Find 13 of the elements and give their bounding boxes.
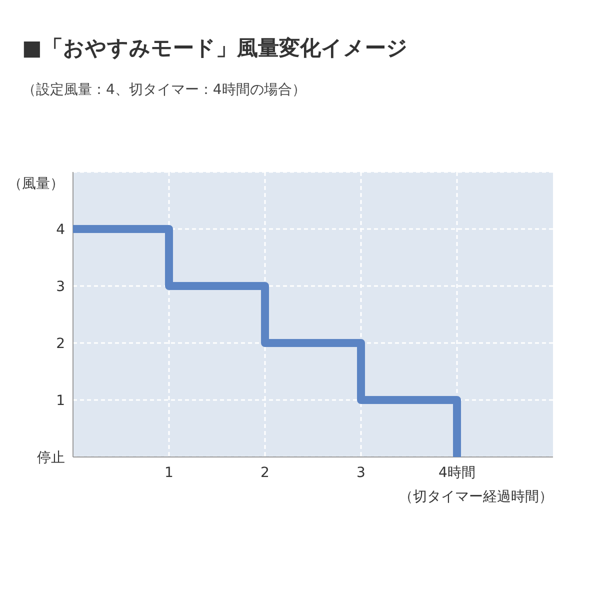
x-tick-label: 3 xyxy=(356,465,366,481)
chart-subtitle: （設定風量：4、切タイマー：4時間の場合） xyxy=(22,82,306,98)
y-tick-label: 3 xyxy=(56,279,65,295)
y-tick-label: 停止 xyxy=(37,450,65,466)
y-tick-label: 2 xyxy=(56,336,65,352)
x-tick-label: 4時間 xyxy=(438,465,476,481)
x-axis-title: （切タイマー経過時間） xyxy=(399,489,553,505)
chart-title: ■「おやすみモード」風量変化イメージ xyxy=(22,36,408,60)
x-tick-label: 1 xyxy=(164,465,174,481)
y-axis-title: （風量） xyxy=(8,176,64,192)
y-tick-label: 1 xyxy=(56,393,65,409)
y-tick-label: 4 xyxy=(56,222,66,238)
x-tick-label: 2 xyxy=(260,465,270,481)
